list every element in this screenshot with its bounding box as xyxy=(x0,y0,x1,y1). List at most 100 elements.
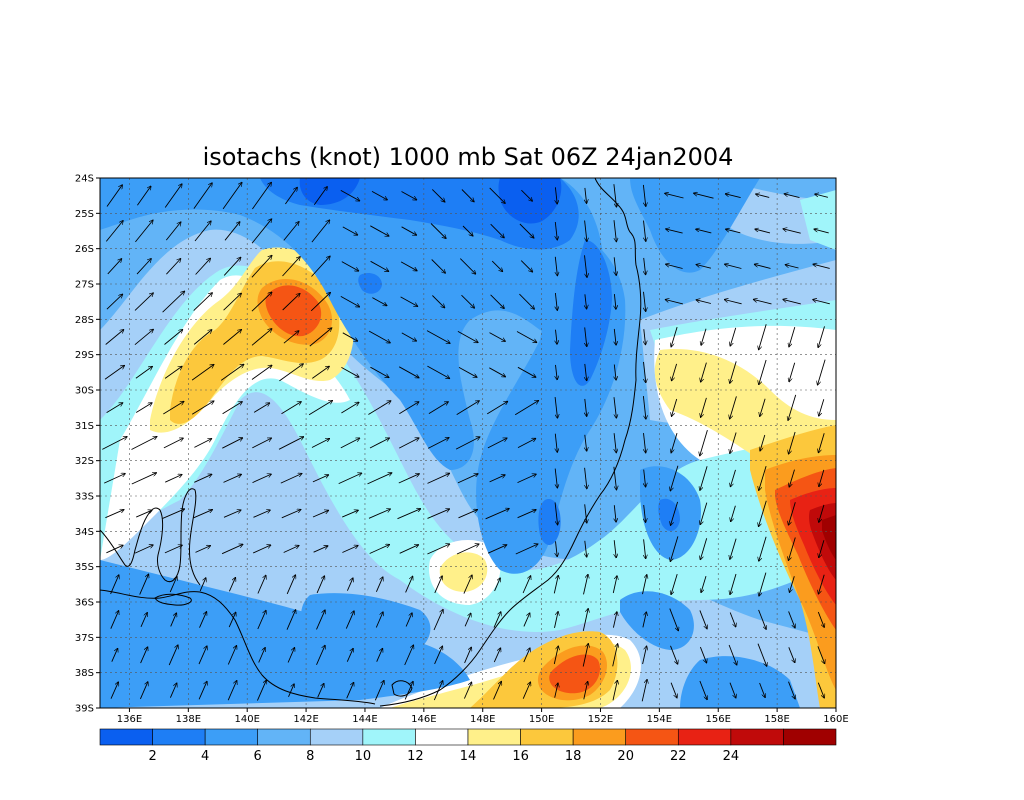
wind-arrow xyxy=(164,545,182,554)
y-tick-label: 30S xyxy=(75,386,94,397)
wind-arrow xyxy=(251,219,272,244)
wind-arrow xyxy=(464,647,472,664)
wind-arrow xyxy=(728,644,737,665)
x-tick-label: 140E xyxy=(234,714,259,725)
x-tick-label: 154E xyxy=(647,714,672,725)
wind-arrow xyxy=(282,257,301,277)
wind-arrow xyxy=(818,574,825,594)
wind-arrow xyxy=(105,510,124,519)
wind-arrow xyxy=(134,293,153,311)
y-tick-label: 38S xyxy=(75,668,94,679)
wind-arrow xyxy=(759,500,767,527)
wind-arrow xyxy=(755,229,771,234)
x-tick-label: 160E xyxy=(823,714,848,725)
wind-arrow xyxy=(583,574,589,595)
wind-arrow xyxy=(162,509,185,519)
wind-arrow xyxy=(102,437,127,450)
wind-arrow xyxy=(193,510,213,519)
wind-arrow xyxy=(644,433,646,453)
wind-arrow xyxy=(223,293,242,311)
wind-arrow xyxy=(316,576,324,594)
wind-arrow xyxy=(104,474,125,484)
wind-arrow xyxy=(162,291,185,313)
wind-arrow xyxy=(287,648,295,663)
wind-arrow xyxy=(310,293,330,312)
wind-arrow xyxy=(164,330,183,345)
wind-arrow xyxy=(426,330,450,344)
wind-arrow xyxy=(644,329,646,345)
wind-arrow xyxy=(818,326,825,347)
wind-arrow xyxy=(430,223,446,239)
wind-arrow xyxy=(725,264,742,269)
colorbar-label: 2 xyxy=(148,749,156,764)
wind-arrow xyxy=(257,610,266,630)
wind-arrow xyxy=(110,575,119,595)
wind-arrow xyxy=(316,610,326,630)
colorbar-swatch xyxy=(257,728,311,746)
wind-arrow xyxy=(342,226,358,235)
wind-arrow xyxy=(514,401,538,416)
y-tick-label: 34S xyxy=(75,527,94,538)
wind-arrow xyxy=(789,576,795,592)
wind-arrow xyxy=(220,364,244,381)
wind-arrow xyxy=(489,475,506,483)
colorbar-label: 18 xyxy=(565,749,582,764)
wind-arrow xyxy=(493,612,501,628)
wind-arrow xyxy=(286,575,295,595)
wind-arrow xyxy=(494,578,501,592)
wind-arrow xyxy=(431,189,445,202)
colorbar-label: 12 xyxy=(407,749,424,764)
wind-arrow xyxy=(135,220,153,243)
wind-arrow xyxy=(614,540,616,558)
wind-arrow xyxy=(694,193,714,199)
wind-arrow xyxy=(788,647,795,662)
wind-arrow xyxy=(309,328,332,347)
wind-arrow xyxy=(815,194,829,198)
wind-arrow xyxy=(199,612,207,628)
x-tick-label: 158E xyxy=(764,714,789,725)
wind-arrow xyxy=(169,683,176,698)
wind-arrow xyxy=(433,609,443,631)
wind-arrow xyxy=(789,431,796,454)
wind-arrow xyxy=(198,681,207,700)
x-axis-ticks: 136E 138E 140E 142E 144E 146E 148E 150E 152E 154E… xyxy=(117,708,849,725)
wind-arrow xyxy=(517,510,537,519)
wind-arrow xyxy=(222,438,242,449)
wind-arrow xyxy=(784,194,800,199)
wind-arrow xyxy=(400,261,417,271)
wind-arrow xyxy=(228,577,235,592)
wind-arrow xyxy=(137,186,151,206)
wind-arrow xyxy=(555,433,557,453)
wind-arrow xyxy=(521,189,532,201)
wind-arrow xyxy=(699,680,707,700)
wind-arrow xyxy=(462,225,473,236)
wind-arrow xyxy=(165,222,181,241)
y-tick-label: 31S xyxy=(75,421,94,432)
wind-arrow xyxy=(458,367,477,377)
wind-arrow xyxy=(368,330,390,343)
wind-arrow xyxy=(700,466,708,490)
wind-arrow xyxy=(612,680,617,701)
wind-arrow xyxy=(221,544,243,555)
wind-arrow xyxy=(110,682,118,699)
wind-arrow xyxy=(458,510,478,519)
wind-arrow xyxy=(375,577,383,592)
wind-arrow xyxy=(517,438,536,448)
wind-arrow xyxy=(283,331,299,344)
wind-arrow xyxy=(731,505,736,522)
wind-arrow xyxy=(399,402,419,415)
wind-arrow xyxy=(428,402,448,414)
colorbar-label: 6 xyxy=(254,749,262,764)
wind-arrow xyxy=(486,401,508,415)
wind-arrow xyxy=(191,365,214,381)
wind-arrow xyxy=(699,646,706,663)
wind-arrow xyxy=(819,504,825,523)
wind-arrow xyxy=(642,396,646,419)
wind-arrow xyxy=(169,577,177,593)
wind-arrow xyxy=(519,293,534,309)
wind-arrow xyxy=(813,264,830,269)
wind-arrow xyxy=(434,576,443,594)
wind-arrow xyxy=(372,297,387,306)
wind-arrow xyxy=(136,259,151,275)
wind-arrow xyxy=(457,331,478,342)
